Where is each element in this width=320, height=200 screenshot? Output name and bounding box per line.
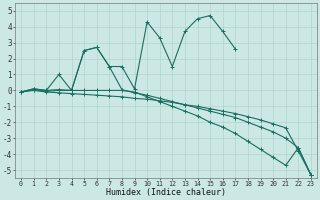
X-axis label: Humidex (Indice chaleur): Humidex (Indice chaleur) <box>106 188 226 197</box>
